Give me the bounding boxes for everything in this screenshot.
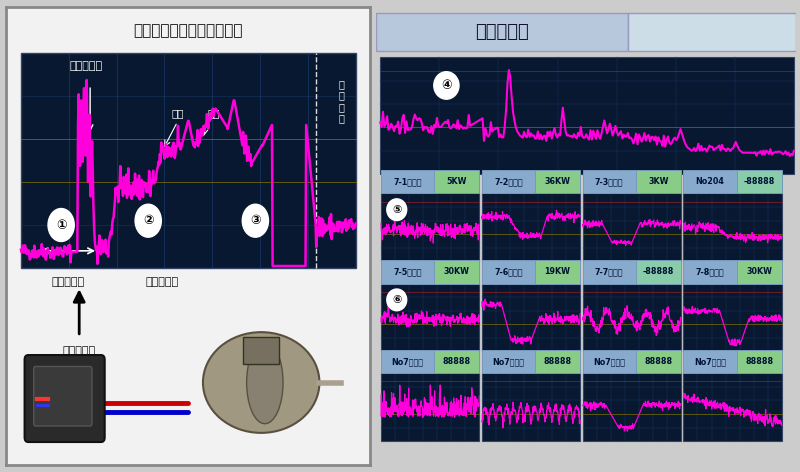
- FancyBboxPatch shape: [381, 284, 479, 351]
- Text: -88888: -88888: [642, 267, 674, 276]
- FancyBboxPatch shape: [683, 284, 782, 351]
- FancyBboxPatch shape: [535, 350, 580, 373]
- Text: 3KW: 3KW: [648, 177, 669, 186]
- FancyBboxPatch shape: [683, 194, 782, 261]
- Text: No7圧縮機: No7圧縮機: [492, 357, 524, 366]
- Text: 7-6ライン: 7-6ライン: [494, 267, 522, 276]
- FancyBboxPatch shape: [737, 260, 782, 284]
- Circle shape: [48, 209, 74, 242]
- Text: 電流センサ: 電流センサ: [62, 346, 96, 356]
- FancyBboxPatch shape: [482, 373, 580, 441]
- Text: ④: ④: [441, 79, 452, 92]
- FancyBboxPatch shape: [636, 169, 681, 194]
- FancyBboxPatch shape: [482, 284, 580, 351]
- FancyBboxPatch shape: [535, 169, 580, 194]
- FancyBboxPatch shape: [380, 58, 794, 174]
- FancyBboxPatch shape: [482, 260, 535, 284]
- Text: 段取: 段取: [171, 108, 184, 118]
- FancyBboxPatch shape: [482, 194, 580, 261]
- FancyBboxPatch shape: [434, 350, 479, 373]
- Text: ②: ②: [143, 214, 154, 227]
- Text: 全受電電力: 全受電電力: [475, 23, 529, 41]
- FancyBboxPatch shape: [482, 169, 535, 194]
- Text: ⑤: ⑤: [392, 205, 402, 215]
- Text: No204: No204: [695, 177, 725, 186]
- Text: 7-3ライン: 7-3ライン: [595, 177, 623, 186]
- FancyBboxPatch shape: [582, 260, 636, 284]
- FancyBboxPatch shape: [434, 169, 479, 194]
- Text: -88888: -88888: [743, 177, 775, 186]
- Text: 5KW: 5KW: [446, 177, 467, 186]
- Text: 19KW: 19KW: [545, 267, 570, 276]
- Circle shape: [434, 72, 459, 99]
- FancyBboxPatch shape: [381, 169, 434, 194]
- Circle shape: [242, 204, 269, 237]
- Text: 88888: 88888: [644, 357, 672, 366]
- FancyBboxPatch shape: [381, 194, 479, 261]
- FancyBboxPatch shape: [582, 350, 636, 373]
- FancyBboxPatch shape: [737, 350, 782, 373]
- Text: 大型切断機の電流波形の例: 大型切断機の電流波形の例: [134, 23, 243, 38]
- FancyBboxPatch shape: [381, 373, 479, 441]
- Circle shape: [387, 199, 406, 220]
- Circle shape: [387, 289, 406, 311]
- Text: 7-1ライン: 7-1ライン: [394, 177, 422, 186]
- Circle shape: [135, 204, 162, 237]
- Ellipse shape: [203, 332, 319, 433]
- FancyBboxPatch shape: [381, 260, 434, 284]
- FancyBboxPatch shape: [683, 169, 737, 194]
- Text: ①: ①: [56, 219, 66, 231]
- FancyBboxPatch shape: [683, 350, 737, 373]
- Text: 切断: 切断: [208, 108, 220, 118]
- FancyBboxPatch shape: [243, 337, 279, 364]
- Text: ⑥: ⑥: [392, 295, 402, 305]
- Text: 88888: 88888: [543, 357, 571, 366]
- Text: 88888: 88888: [442, 357, 470, 366]
- FancyBboxPatch shape: [582, 284, 681, 351]
- Text: 88888: 88888: [745, 357, 773, 366]
- FancyBboxPatch shape: [636, 260, 681, 284]
- FancyBboxPatch shape: [535, 260, 580, 284]
- Text: 7-2ライン: 7-2ライン: [494, 177, 522, 186]
- FancyBboxPatch shape: [683, 260, 737, 284]
- FancyBboxPatch shape: [582, 194, 681, 261]
- FancyBboxPatch shape: [636, 350, 681, 373]
- Text: ムダな電気: ムダな電気: [145, 277, 178, 287]
- FancyBboxPatch shape: [482, 350, 535, 373]
- Text: 36KW: 36KW: [545, 177, 570, 186]
- FancyBboxPatch shape: [376, 13, 628, 51]
- FancyBboxPatch shape: [34, 366, 92, 426]
- Text: No7ポンプ: No7ポンプ: [694, 357, 726, 366]
- FancyBboxPatch shape: [582, 169, 636, 194]
- FancyBboxPatch shape: [628, 13, 796, 51]
- Text: No7冷凍機: No7冷凍機: [593, 357, 625, 366]
- Text: ムダな電気: ムダな電気: [70, 61, 103, 71]
- Text: ムダな時間: ムダな時間: [51, 277, 85, 287]
- Text: 30KW: 30KW: [746, 267, 772, 276]
- FancyBboxPatch shape: [434, 260, 479, 284]
- Ellipse shape: [246, 341, 283, 424]
- Text: 7-7ライン: 7-7ライン: [595, 267, 623, 276]
- Text: 7-5ライン: 7-5ライン: [394, 267, 422, 276]
- FancyBboxPatch shape: [25, 355, 105, 442]
- FancyBboxPatch shape: [21, 53, 356, 268]
- Text: 7-8ライン: 7-8ライン: [696, 267, 724, 276]
- FancyBboxPatch shape: [582, 373, 681, 441]
- FancyBboxPatch shape: [737, 169, 782, 194]
- FancyBboxPatch shape: [381, 350, 434, 373]
- Text: ③: ③: [250, 214, 261, 227]
- FancyBboxPatch shape: [683, 373, 782, 441]
- Text: 終
業
時
間: 終 業 時 間: [338, 79, 344, 124]
- Text: 30KW: 30KW: [444, 267, 470, 276]
- Text: No7空調機: No7空調機: [391, 357, 423, 366]
